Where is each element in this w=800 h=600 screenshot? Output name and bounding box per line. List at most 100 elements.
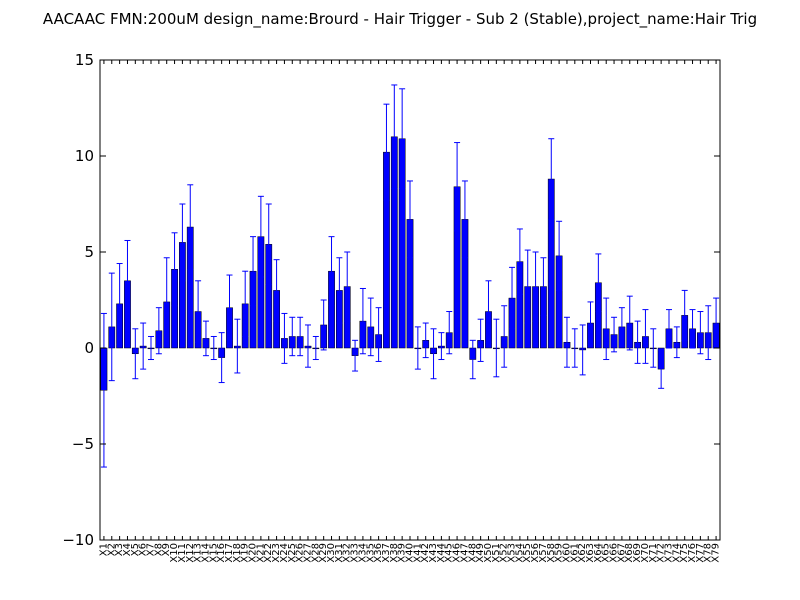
error-bar-X42 xyxy=(422,322,429,359)
x-tick-label-X60: X60 xyxy=(561,543,572,563)
error-bar-X41 xyxy=(414,326,421,370)
error-bar-X31 xyxy=(336,257,343,324)
error-bar-X61 xyxy=(571,328,578,368)
x-axis: X1X2X3X4X5X6X7X8X9X10X11X12X13X14X15X16X… xyxy=(98,60,722,563)
x-tick-label-X26: X26 xyxy=(295,543,306,563)
error-bar-X50 xyxy=(485,280,492,343)
error-bar-X24 xyxy=(281,312,288,364)
error-bar-X23 xyxy=(273,259,280,322)
error-bar-X56 xyxy=(532,251,539,322)
x-tick-label-X75: X75 xyxy=(679,543,690,563)
error-bar-X51 xyxy=(493,318,500,378)
error-bar-X8 xyxy=(155,307,162,355)
error-bar-X6 xyxy=(140,322,147,370)
error-bar-X34 xyxy=(359,287,366,355)
x-tick-label-X34: X34 xyxy=(357,543,368,563)
x-tick-label-X3: X3 xyxy=(114,543,125,556)
error-bar-X13 xyxy=(195,280,202,343)
y-tick-label: 0 xyxy=(84,339,94,357)
chart-title: AACAAC FMN:200uM design_name:Brourd - Ha… xyxy=(43,10,757,29)
x-tick-label-X22: X22 xyxy=(263,543,274,563)
x-tick-label-X50: X50 xyxy=(483,543,494,563)
x-tick-label-X36: X36 xyxy=(373,543,384,563)
error-bar-X59 xyxy=(556,220,563,291)
x-tick-label-X46: X46 xyxy=(452,543,463,563)
error-bar-X37 xyxy=(383,103,390,201)
x-tick-label-X44: X44 xyxy=(436,543,447,563)
x-tick-label-X7: X7 xyxy=(146,543,157,556)
error-bar-X30 xyxy=(328,236,335,307)
error-bar-X14 xyxy=(202,320,209,357)
error-bar-X21 xyxy=(257,195,264,278)
error-bar-X69 xyxy=(634,320,641,364)
x-tick-label-X61: X61 xyxy=(569,543,580,563)
x-tick-label-X41: X41 xyxy=(412,543,423,563)
x-tick-label-X9: X9 xyxy=(161,543,172,556)
error-bar-X74 xyxy=(673,326,680,359)
x-tick-label-X11: X11 xyxy=(177,543,188,563)
bars-group xyxy=(100,136,720,391)
x-tick-label-X29: X29 xyxy=(318,543,329,563)
error-bar-X11 xyxy=(179,203,186,282)
error-bar-X76 xyxy=(689,309,696,349)
x-tick-label-X4: X4 xyxy=(122,543,133,556)
error-bar-X78 xyxy=(705,305,712,361)
x-tick-label-X55: X55 xyxy=(522,543,533,563)
x-tick-label-X49: X49 xyxy=(475,543,486,563)
error-bar-X60 xyxy=(563,316,570,368)
error-bar-X25 xyxy=(289,316,296,357)
x-tick-label-X21: X21 xyxy=(255,543,266,563)
x-tick-label-X69: X69 xyxy=(632,543,643,563)
x-tick-label-X20: X20 xyxy=(248,543,259,563)
error-bar-X62 xyxy=(579,324,586,376)
x-tick-label-X67: X67 xyxy=(616,543,627,563)
x-tick-label-X31: X31 xyxy=(334,543,345,563)
error-bar-X64 xyxy=(595,253,602,313)
error-bar-X3 xyxy=(116,263,123,345)
error-bar-X38 xyxy=(391,84,398,190)
x-tick-label-X78: X78 xyxy=(703,543,714,563)
error-bar-X28 xyxy=(312,335,319,361)
error-bar-X20 xyxy=(250,236,257,307)
x-tick-label-X15: X15 xyxy=(208,543,219,563)
x-tick-label-X16: X16 xyxy=(216,543,227,563)
error-bar-X73 xyxy=(665,309,672,349)
x-tick-label-X70: X70 xyxy=(640,543,651,563)
error-bar-X39 xyxy=(399,88,406,190)
x-tick-label-X23: X23 xyxy=(271,543,282,563)
error-bar-X33 xyxy=(352,339,359,372)
y-axis: −10 −5 0 5 10 15 xyxy=(62,51,720,549)
error-bar-X43 xyxy=(430,328,437,380)
y-tick-label: 15 xyxy=(75,51,94,69)
error-bar-X49 xyxy=(477,318,484,362)
x-tick-label-X64: X64 xyxy=(593,543,604,563)
error-bar-X57 xyxy=(540,257,547,316)
x-tick-label-X18: X18 xyxy=(232,543,243,563)
error-bar-X2 xyxy=(108,272,115,382)
x-tick-label-X5: X5 xyxy=(130,543,141,556)
x-tick-label-X63: X63 xyxy=(585,543,596,563)
x-tick-label-X58: X58 xyxy=(546,543,557,563)
x-tick-label-X2: X2 xyxy=(106,543,117,556)
x-tick-label-X65: X65 xyxy=(601,543,612,563)
error-bar-X12 xyxy=(187,184,194,270)
x-tick-label-X48: X48 xyxy=(467,543,478,563)
error-bar-X75 xyxy=(681,289,688,341)
error-bar-X46 xyxy=(454,142,461,232)
error-bar-X53 xyxy=(509,266,516,330)
x-tick-label-X38: X38 xyxy=(389,543,400,563)
x-tick-label-X33: X33 xyxy=(350,543,361,563)
error-bar-X1 xyxy=(100,312,107,468)
x-tick-label-X59: X59 xyxy=(554,543,565,563)
x-tick-label-X17: X17 xyxy=(224,543,235,563)
x-tick-label-X32: X32 xyxy=(342,543,353,563)
x-tick-label-X56: X56 xyxy=(530,543,541,563)
y-tick-label: 10 xyxy=(75,147,94,165)
x-tick-label-X30: X30 xyxy=(326,543,337,563)
error-bar-X77 xyxy=(697,311,704,355)
x-tick-label-X6: X6 xyxy=(138,543,149,556)
y-tick-label: −5 xyxy=(72,435,94,453)
error-bar-X5 xyxy=(132,328,139,380)
error-bar-X16 xyxy=(218,332,225,384)
